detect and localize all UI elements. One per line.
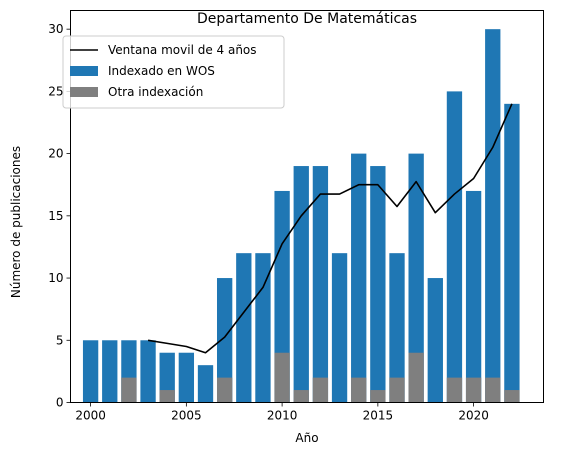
- bar-wos-2007: [216, 278, 233, 403]
- bar-wos-2008: [236, 253, 252, 403]
- bar-otra-2017: [408, 352, 424, 403]
- x-tick-label-2015: 2015: [363, 409, 394, 423]
- plot-frame: [70, 10, 544, 403]
- bar-wos-2022: [504, 103, 520, 403]
- bar-otra-2010: [274, 352, 290, 403]
- bar-wos-2017: [408, 153, 424, 403]
- bar-wos-2019: [446, 91, 463, 403]
- legend-items: Ventana movil de 4 años Indexado en WOS Ot…: [70, 43, 257, 99]
- x-axis-label: Año: [295, 431, 318, 445]
- bar-otra-2011: [293, 390, 309, 403]
- bar-otra-2007: [216, 377, 233, 403]
- x-axis-ticks: 2000 2005 2010 2015 2020: [75, 402, 489, 423]
- bar-wos-2020: [465, 190, 482, 403]
- bar-wos-2015: [370, 166, 386, 403]
- bar-wos-2010: [274, 190, 290, 403]
- moving-average-line: [147, 103, 513, 354]
- bar-wos-2006: [197, 365, 214, 403]
- y-tick-label-0: 0: [56, 396, 64, 410]
- legend-label-indexado-en-wos: Indexado en WOS: [108, 64, 215, 78]
- bar-wos-2011: [293, 166, 309, 403]
- y-tick-label-20: 20: [48, 147, 63, 161]
- bar-wos-2003: [140, 340, 156, 403]
- legend-swatch-indexado-en-wos: [70, 66, 98, 76]
- bar-otra-2019: [446, 377, 463, 403]
- y-axis-ticks: 0 5 10 15 20 25 30: [48, 22, 71, 410]
- y-tick-label-15: 15: [48, 209, 63, 223]
- x-tick-label-2010: 2010: [267, 409, 298, 423]
- bar-otra-2012: [312, 377, 329, 403]
- legend-label-ventana-movil-de-4-a-os: Ventana movil de 4 años: [108, 43, 257, 57]
- moving-average-group: [147, 103, 513, 354]
- bar-otra-2022: [504, 390, 520, 403]
- bar-otra-2002: [121, 377, 137, 403]
- bar-wos-2009: [255, 253, 271, 403]
- wos-bars-group: [82, 29, 520, 403]
- otra-bars-group: [121, 352, 520, 403]
- x-tick-label-2005: 2005: [171, 409, 202, 423]
- bar-wos-2016: [389, 253, 405, 403]
- bar-wos-2014: [351, 153, 367, 403]
- legend-swatch-otra-indexaci-n: [70, 87, 98, 97]
- bar-wos-2005: [178, 352, 195, 403]
- chart-title: Departamento De Matemáticas: [197, 11, 417, 27]
- bar-otra-2020: [465, 377, 482, 403]
- bar-wos-2018: [427, 278, 443, 403]
- bar-otra-2014: [351, 377, 367, 403]
- bar-wos-2013: [331, 253, 348, 403]
- x-tick-label-2000: 2000: [75, 409, 106, 423]
- bar-wos-2001: [102, 340, 118, 403]
- y-tick-label-25: 25: [48, 84, 63, 98]
- y-axis-label: Número de publicaciones: [9, 146, 23, 298]
- y-tick-label-30: 30: [48, 22, 63, 36]
- legend: Ventana movil de 4 años Indexado en WOS Ot…: [62, 35, 285, 109]
- bar-wos-2021: [485, 29, 501, 403]
- legend-label-otra-indexaci-n: Otra indexación: [108, 85, 203, 99]
- bar-wos-2000: [82, 340, 99, 403]
- y-tick-label-5: 5: [56, 333, 64, 347]
- bar-wos-2012: [312, 166, 329, 403]
- bar-otra-2021: [485, 377, 501, 403]
- bar-otra-2016: [389, 377, 405, 403]
- y-tick-label-10: 10: [48, 271, 63, 285]
- x-tick-label-2020: 2020: [458, 409, 489, 423]
- bar-otra-2015: [370, 390, 386, 403]
- bar-otra-2004: [159, 390, 175, 403]
- legend-box: [62, 35, 285, 109]
